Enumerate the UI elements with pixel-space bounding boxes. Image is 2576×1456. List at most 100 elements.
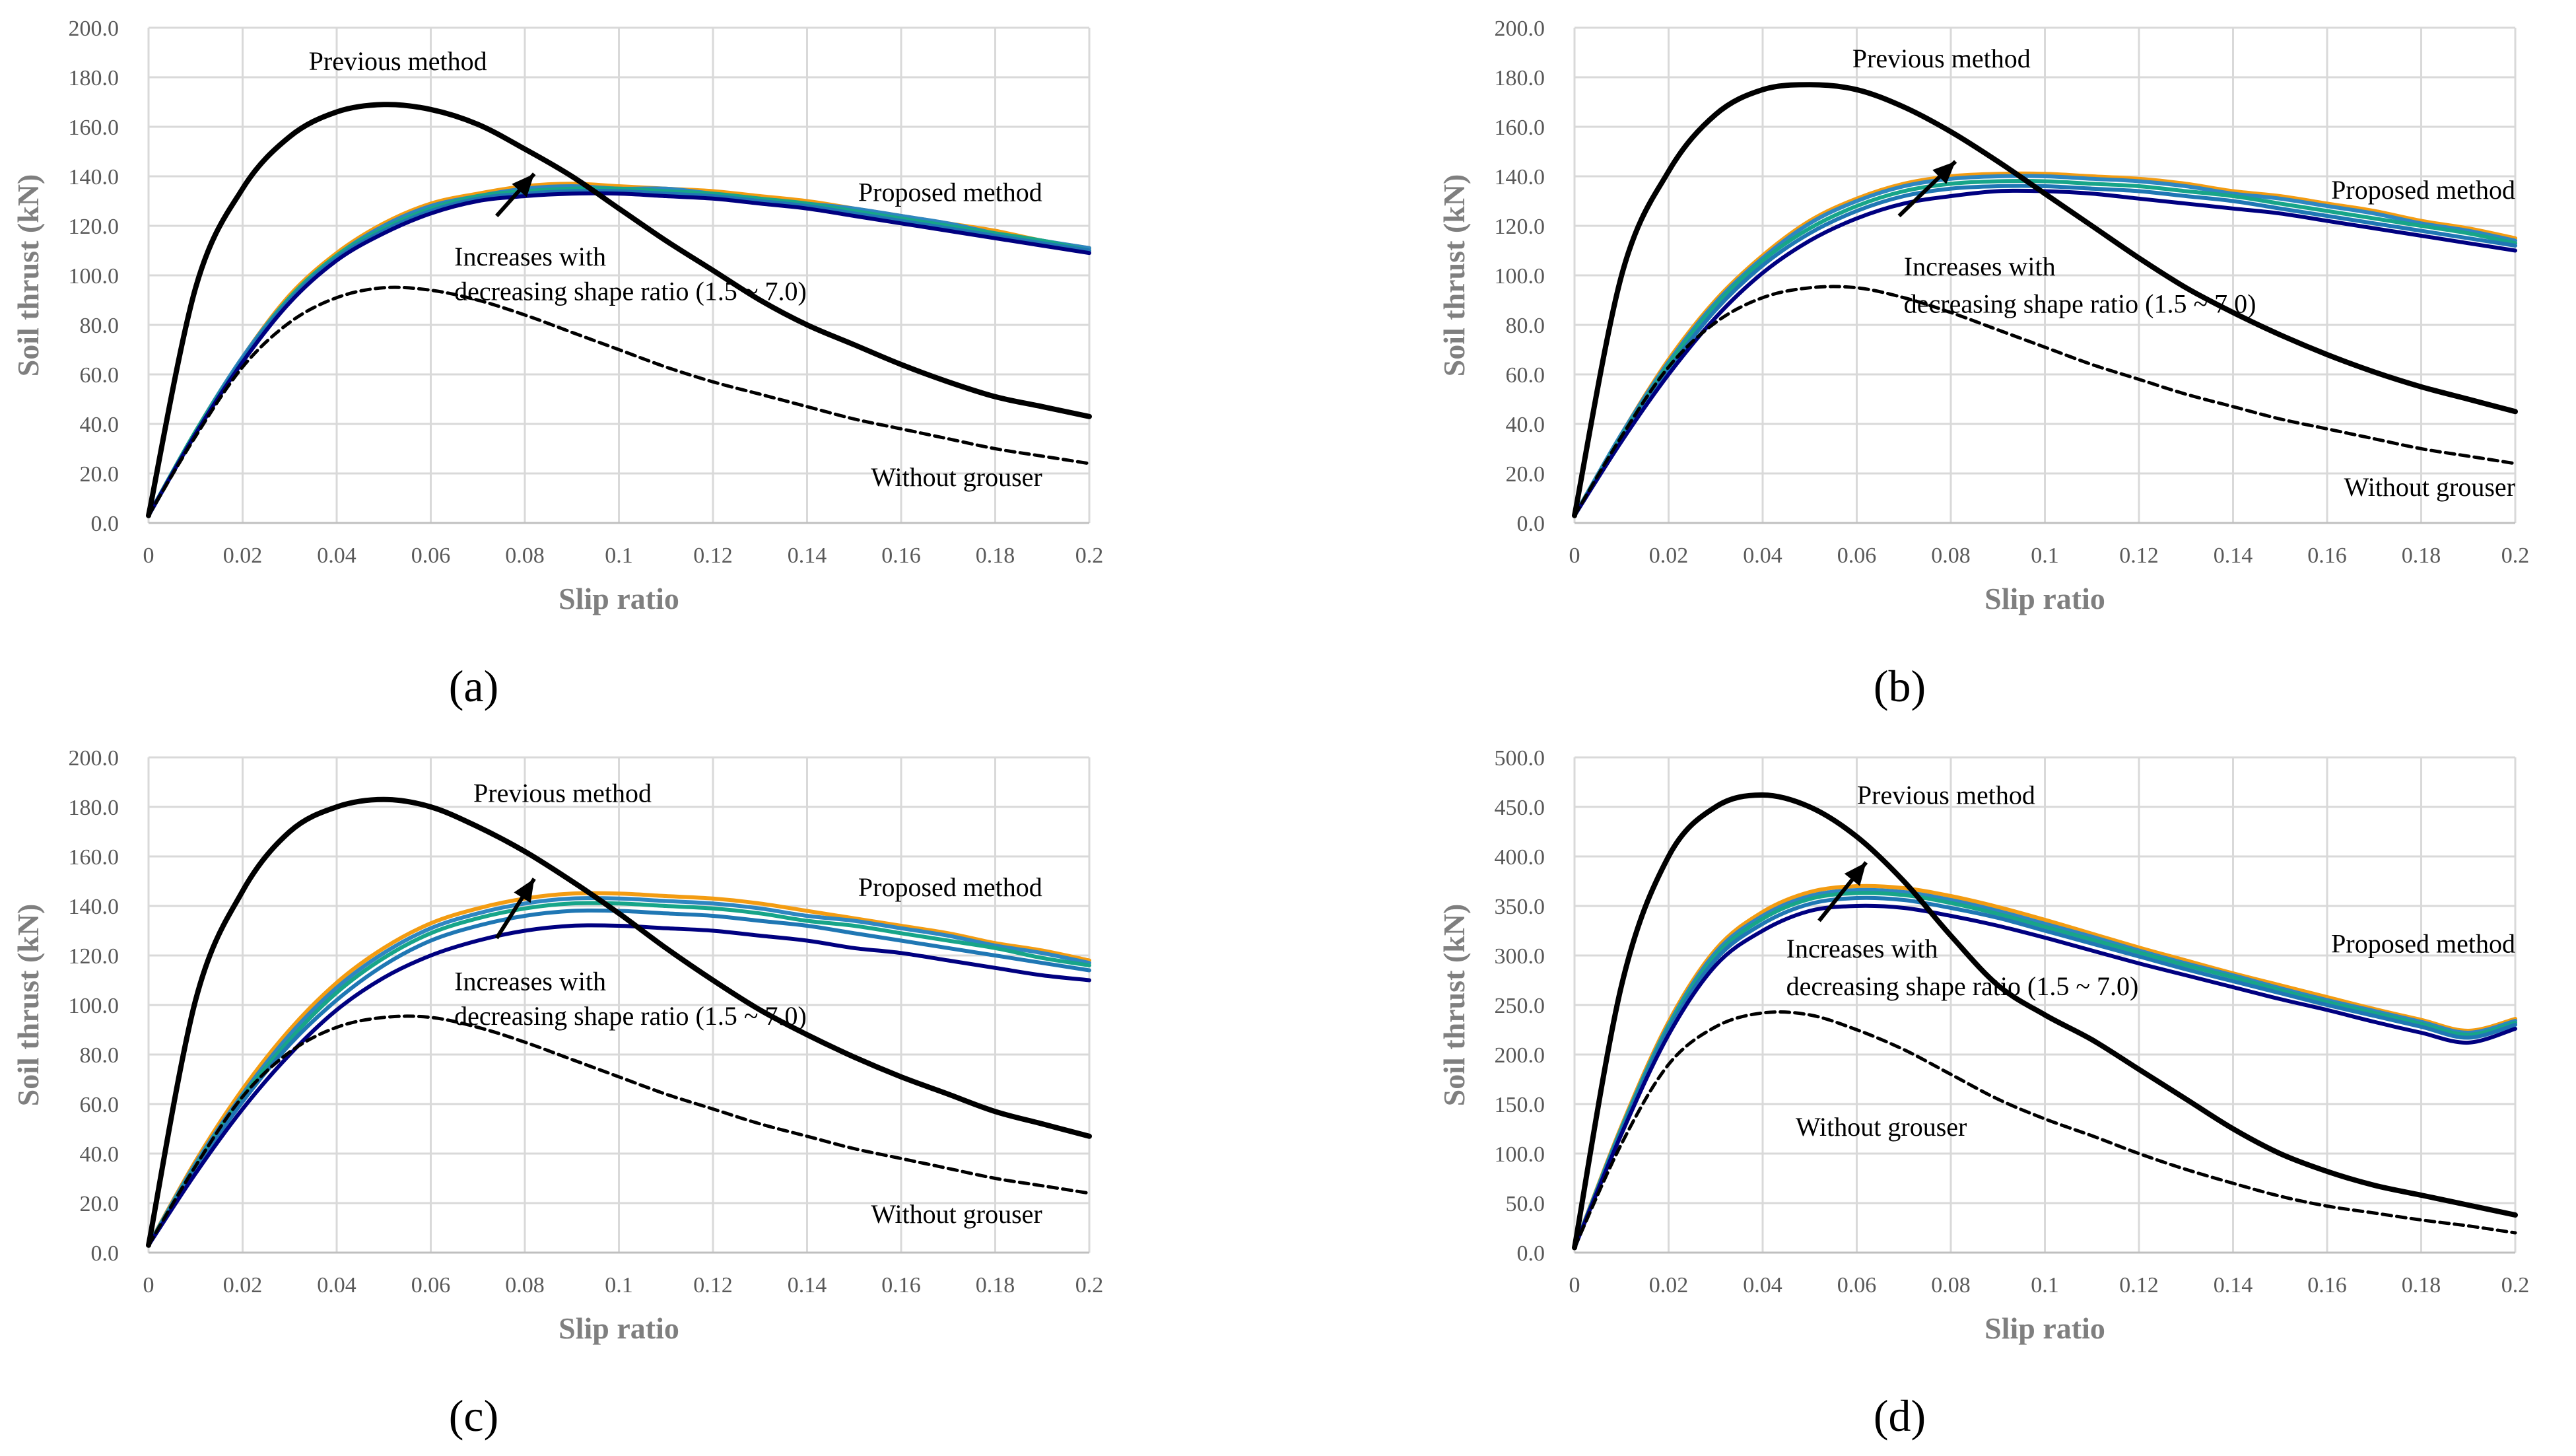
y-tick-label: 80.0	[80, 1043, 119, 1068]
series-group	[146, 796, 1092, 1248]
x-tick-label: 0	[1569, 543, 1580, 568]
y-tick-label: 180.0	[1495, 66, 1545, 90]
grid	[147, 26, 1091, 524]
y-tick-label: 40.0	[80, 1142, 119, 1167]
y-tick-label: 120.0	[69, 944, 119, 969]
x-tick-label: 0	[143, 543, 154, 568]
x-tick-label: 0.16	[881, 1273, 921, 1298]
x-tick-label: 0.06	[1837, 1273, 1877, 1298]
y-tick-label: 140.0	[1495, 165, 1545, 190]
y-tick-label: 80.0	[1506, 314, 1545, 338]
annotation-without-grouser: Without grouser	[871, 1199, 1042, 1229]
x-axis-title: Slip ratio	[559, 1311, 679, 1345]
x-tick-label: 0.12	[693, 1273, 733, 1298]
x-tick-label: 0.18	[976, 1273, 1015, 1298]
annotation-proposed-method: Proposed method	[858, 178, 1042, 207]
y-tick-label: 20.0	[80, 1192, 119, 1216]
x-tick-label: 0.06	[411, 543, 451, 568]
y-tick-label: 160.0	[69, 845, 119, 870]
y-tick-label: 200.0	[69, 746, 119, 771]
chart-panel-b: 0 0.02 0.04 0.06 0.08 0.1 0.12 0.14 0.16 0.18 0.2 0…	[1426, 0, 2575, 726]
x-tick-label: 0.1	[2031, 543, 2059, 568]
x-tick-label: 0.18	[976, 543, 1015, 568]
x-tick-label: 0.1	[605, 1273, 633, 1298]
increase-arrow	[494, 878, 536, 940]
chart-svg: 0 0.02 0.04 0.06 0.08 0.1 0.12 0.14 0.16 0.18 0.2 0…	[1437, 17, 2530, 711]
increase-arrow	[1817, 861, 1868, 922]
y-tick-label: 120.0	[69, 215, 119, 239]
y-tick-label: 200.0	[1495, 1043, 1545, 1068]
x-tick-label: 0.02	[223, 543, 263, 568]
y-tick-label: 150.0	[1495, 1093, 1545, 1117]
x-tick-label: 0.18	[2402, 1273, 2441, 1298]
y-tick-label: 160.0	[69, 116, 119, 140]
y-tick-label: 160.0	[1495, 116, 1545, 140]
series-group	[146, 102, 1092, 518]
y-tick-label: 0.0	[1517, 1241, 1545, 1266]
panel-caption: (a)	[449, 661, 498, 711]
x-tick-label: 0	[143, 1273, 154, 1298]
y-tick-label: 140.0	[69, 895, 119, 919]
y-tick-label: 40.0	[80, 413, 119, 437]
x-tick-label: 0.14	[788, 1273, 827, 1298]
increase-arrow	[1897, 160, 1957, 218]
series-line-proposed	[1573, 184, 2517, 518]
y-axis-title: Soil thrust (kN)	[1437, 174, 1471, 377]
annotation-previous-method: Previous method	[1852, 44, 2031, 73]
y-tick-label: 300.0	[1495, 944, 1545, 969]
y-tick-label: 60.0	[80, 363, 119, 388]
increase-arrow	[495, 172, 536, 217]
annotation-increases-line2: decreasing shape ratio (1.5 ~ 7.0)	[1786, 971, 2139, 1001]
series-line-without-grouser	[1573, 1010, 2517, 1249]
x-tick-label: 0.12	[2119, 543, 2159, 568]
x-tick-label: 0.16	[881, 543, 921, 568]
x-tick-label: 0.14	[2214, 543, 2253, 568]
x-axis-title: Slip ratio	[1984, 582, 2105, 615]
y-tick-label: 20.0	[80, 462, 119, 487]
series-line-previous-method	[1572, 82, 2518, 518]
x-tick-label: 0.1	[2031, 1273, 2059, 1298]
panel-caption: (d)	[1874, 1391, 1926, 1441]
y-tick-label: 80.0	[80, 314, 119, 338]
annotation-proposed-method: Proposed method	[2331, 175, 2515, 205]
y-tick-label: 40.0	[1506, 413, 1545, 437]
y-tick-label: 200.0	[69, 17, 119, 41]
annotation-without-grouser: Without grouser	[871, 462, 1042, 492]
x-tick-label: 0.2	[1075, 1273, 1104, 1298]
x-tick-label: 0.18	[2402, 543, 2441, 568]
x-tick-label: 0.2	[2501, 543, 2530, 568]
y-tick-label: 200.0	[1495, 17, 1545, 41]
y-tick-label: 500.0	[1495, 746, 1545, 771]
y-tick-label: 100.0	[1495, 1142, 1545, 1167]
y-tick-label: 20.0	[1506, 462, 1545, 487]
x-tick-label: 0.02	[223, 1273, 263, 1298]
x-axis-title: Slip ratio	[559, 582, 679, 615]
series-line-proposed	[147, 923, 1091, 1247]
annotation-without-grouser: Without grouser	[1796, 1112, 1967, 1142]
x-tick-label: 0.12	[2119, 1273, 2159, 1298]
x-tick-label: 0.04	[1743, 543, 1782, 568]
x-tick-label: 0.16	[2307, 1273, 2347, 1298]
series-line-proposed	[1573, 188, 2517, 518]
x-tick-label: 0.06	[1837, 543, 1877, 568]
annotation-previous-method: Previous method	[473, 779, 652, 808]
y-axis-title: Soil thrust (kN)	[11, 174, 45, 377]
y-tick-label: 0.0	[1517, 512, 1545, 536]
annotation-previous-method: Previous method	[1857, 780, 2035, 810]
y-tick-label: 450.0	[1495, 796, 1545, 820]
series-group	[1572, 792, 2518, 1251]
y-tick-label: 350.0	[1495, 895, 1545, 919]
x-tick-label: 0.02	[1649, 1273, 1689, 1298]
annotation-previous-method: Previous method	[309, 46, 487, 76]
annotation-increases-line2: decreasing shape ratio (1.5 ~ 7.0)	[454, 277, 807, 306]
x-tick-label: 0.14	[788, 543, 827, 568]
y-tick-label: 50.0	[1506, 1192, 1545, 1216]
series-line-proposed	[1573, 895, 2517, 1250]
annotation-increases-line1: Increases with	[454, 967, 606, 996]
series-group	[1572, 82, 2518, 518]
x-tick-label: 0.14	[2214, 1273, 2253, 1298]
y-tick-label: 140.0	[69, 165, 119, 190]
series-line-previous-method	[146, 796, 1092, 1248]
series-line-without-grouser	[147, 1014, 1091, 1247]
chart-panel-d: 0 0.02 0.04 0.06 0.08 0.1 0.12 0.14 0.16 0.18 0.2 0…	[1426, 730, 2575, 1456]
